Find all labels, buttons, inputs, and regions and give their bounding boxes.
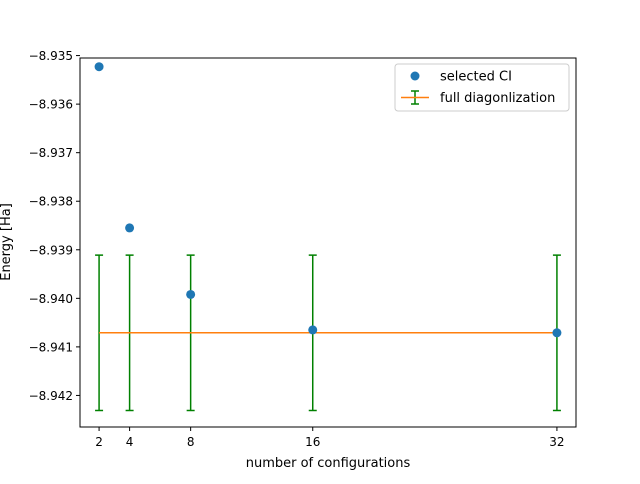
legend-label-selected-ci: selected CI (440, 70, 512, 85)
axes-frame (79, 57, 577, 428)
y-axis-label: Energy [Ha] (0, 203, 14, 281)
selected-ci-point (125, 223, 135, 233)
x-tick-label: 8 (187, 435, 195, 449)
x-tick-label: 32 (549, 435, 564, 449)
selected-ci-point (186, 289, 196, 299)
x-tick-label: 4 (126, 435, 134, 449)
y-tick-label: −8.938 (29, 195, 73, 209)
y-tick-label: −8.936 (29, 98, 73, 112)
x-axis-label: number of configurations (246, 456, 411, 471)
y-tick-label: −8.942 (29, 389, 73, 403)
plot-area (94, 62, 562, 412)
y-tick-label: −8.939 (29, 243, 73, 257)
legend-label-full-diagonlization: full diagonlization (440, 91, 555, 106)
legend: selected CI full diagonlization (394, 63, 570, 112)
y-tick-label: −8.937 (29, 146, 73, 160)
selected-ci-point (308, 325, 318, 335)
legend-frame (394, 63, 570, 112)
y-tick-label: −8.940 (29, 292, 73, 306)
selected-ci-point (552, 328, 562, 338)
x-tick-label: 16 (305, 435, 320, 449)
y-tick-label: −8.941 (29, 340, 73, 354)
legend-marker-selected-ci (410, 71, 420, 81)
selected-ci-point (94, 62, 104, 72)
x-tick-label: 2 (95, 435, 103, 449)
y-axis-ticks: −8.942 −8.941 −8.940 −8.939 −8.938 −8.937 −8.9… (29, 49, 80, 403)
y-tick-label: −8.935 (29, 49, 73, 63)
x-axis-ticks: 2 4 8 16 32 (95, 427, 565, 449)
